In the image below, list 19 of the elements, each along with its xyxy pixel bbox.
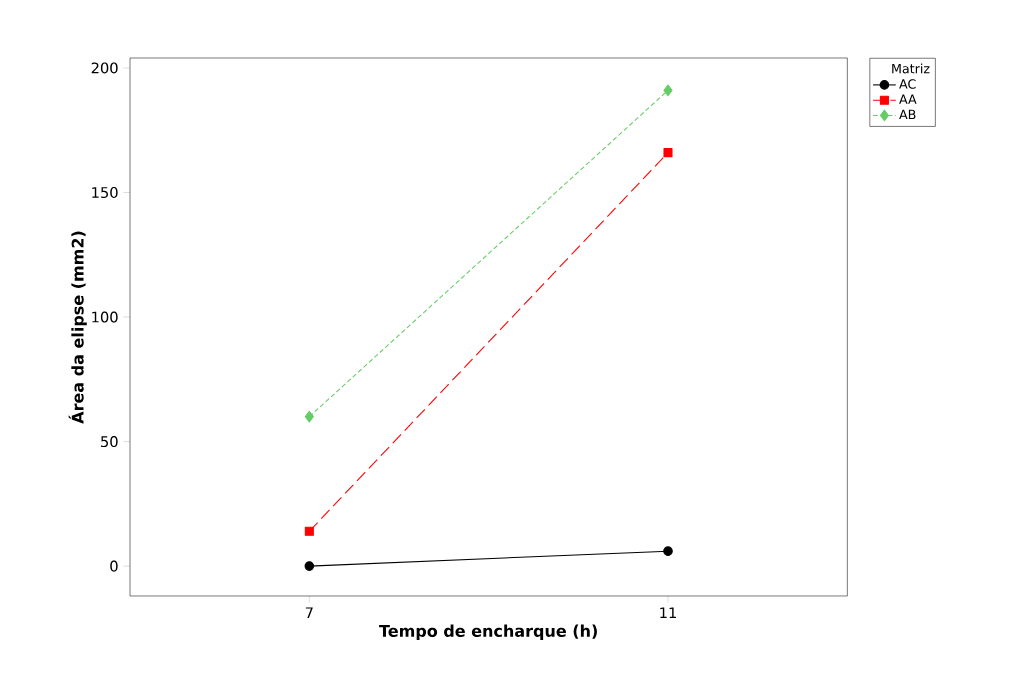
legend-label: AB xyxy=(899,109,916,120)
y-tick-label: 150 xyxy=(92,186,118,199)
point xyxy=(304,526,314,536)
x-tick-label: 11 xyxy=(660,607,676,619)
point xyxy=(304,561,315,571)
y-tick-label: 50 xyxy=(101,436,118,448)
y-axis-title: Área da elipse (mm2) xyxy=(68,231,87,424)
x-tick-label: 7 xyxy=(305,607,313,619)
x-axis-title: Tempo de encharque (h) xyxy=(379,624,597,641)
y-tick-label: 200 xyxy=(91,62,118,74)
y-tick-label: 0 xyxy=(110,560,118,572)
legend-label: AA xyxy=(899,94,917,104)
y-tick-label: 100 xyxy=(92,311,118,323)
point xyxy=(663,148,673,158)
point xyxy=(663,84,673,97)
point xyxy=(663,546,673,556)
point xyxy=(304,410,314,423)
legend-title: Matriz xyxy=(892,63,930,74)
legend-label: AC xyxy=(899,79,916,89)
